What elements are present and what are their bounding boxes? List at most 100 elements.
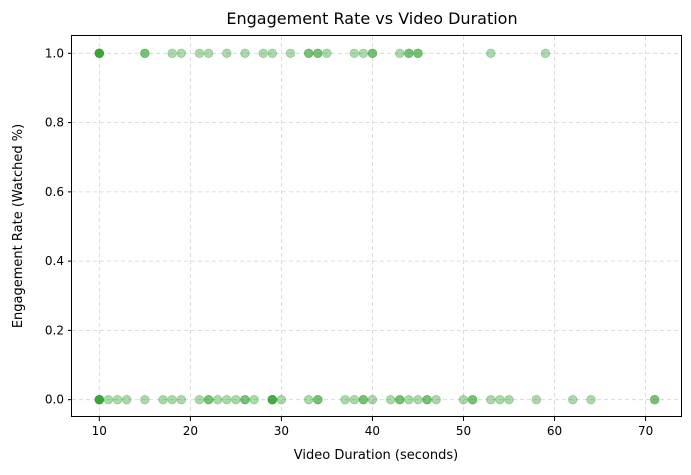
- data-point: [358, 48, 369, 59]
- data-point: [467, 394, 478, 405]
- data-point: [285, 48, 296, 59]
- data-point: [140, 48, 150, 59]
- data-point: [267, 394, 277, 405]
- data-point: [540, 48, 551, 59]
- data-point: [358, 394, 369, 405]
- data-point: [586, 394, 596, 405]
- data-point: [203, 48, 214, 59]
- data-point: [276, 394, 287, 405]
- data-point: [304, 48, 314, 59]
- x-axis-ticks: 10 20 30 40 50 60 70: [92, 417, 653, 438]
- y-tick-label: 0.6: [45, 185, 64, 199]
- data-point: [349, 48, 359, 59]
- data-point: [349, 394, 359, 405]
- data-point: [404, 48, 414, 59]
- data-point: [413, 48, 423, 59]
- data-point: [367, 394, 378, 405]
- data-point: [158, 394, 168, 405]
- data-point: [504, 394, 514, 405]
- data-point: [568, 394, 578, 405]
- x-tick-label: 10: [92, 424, 107, 438]
- y-tick-label: 0.0: [45, 393, 64, 407]
- data-point: [249, 394, 259, 405]
- data-point: [322, 48, 332, 59]
- y-tick-label: 0.8: [45, 116, 64, 130]
- data-point: [458, 394, 469, 405]
- data-point: [121, 394, 132, 405]
- data-point: [313, 394, 323, 405]
- data-point: [167, 48, 177, 59]
- data-point: [340, 394, 350, 405]
- data-point: [358, 394, 369, 405]
- data-point: [367, 48, 378, 59]
- y-axis-ticks: 0.0 0.2 0.4 0.6 0.8 1.0: [45, 46, 72, 407]
- data-point: [194, 48, 205, 59]
- data-point: [413, 394, 423, 405]
- x-tick-label: 60: [547, 424, 562, 438]
- data-point: [267, 48, 277, 59]
- data-point: [404, 394, 414, 405]
- data-point: [112, 394, 123, 405]
- data-point: [140, 394, 150, 405]
- data-point: [304, 48, 314, 59]
- data-point: [404, 48, 414, 59]
- data-point: [258, 48, 268, 59]
- x-axis-label: Video Duration (seconds): [294, 448, 458, 463]
- data-point: [367, 48, 378, 59]
- chart-title: Engagement Rate vs Video Duration: [226, 9, 517, 28]
- data-point: [531, 394, 542, 405]
- data-point: [267, 394, 277, 405]
- data-point: [94, 394, 105, 405]
- x-tick-label: 20: [183, 424, 198, 438]
- data-point: [222, 48, 232, 59]
- y-tick-label: 1.0: [45, 46, 64, 60]
- data-point: [267, 394, 277, 405]
- y-tick-label: 0.4: [45, 254, 64, 268]
- data-point: [395, 394, 405, 405]
- data-point: [94, 394, 105, 405]
- plot-frame: [71, 35, 682, 417]
- data-point: [431, 394, 441, 405]
- data-point: [395, 394, 405, 405]
- data-point: [194, 394, 205, 405]
- x-tick-label: 50: [456, 424, 471, 438]
- data-point: [94, 48, 105, 59]
- data-point: [313, 48, 323, 59]
- data-point: [495, 394, 505, 405]
- data-point: [140, 48, 150, 59]
- data-point: [649, 394, 660, 405]
- data-point: [94, 394, 105, 405]
- data-point: [304, 394, 314, 405]
- data-point: [313, 48, 323, 59]
- data-point: [94, 394, 105, 405]
- grid-layer: [72, 36, 682, 417]
- data-point: [486, 394, 496, 405]
- data-point: [313, 394, 323, 405]
- data-point: [486, 48, 496, 59]
- data-point: [385, 394, 396, 405]
- data-point: [467, 394, 478, 405]
- data-point: [94, 48, 105, 59]
- data-point: [395, 48, 405, 59]
- y-axis-label: Engagement Rate (Watched %): [11, 124, 26, 328]
- data-point: [103, 394, 114, 405]
- data-point: [422, 394, 432, 405]
- x-tick-label: 70: [638, 424, 653, 438]
- data-points-layer: [94, 48, 660, 405]
- data-point: [203, 394, 214, 405]
- data-point: [94, 48, 105, 59]
- data-point: [422, 394, 432, 405]
- data-point: [94, 48, 105, 59]
- y-tick-label: 0.2: [45, 323, 64, 337]
- data-point: [267, 394, 277, 405]
- data-point: [167, 394, 177, 405]
- data-point: [94, 48, 105, 59]
- data-point: [240, 48, 250, 59]
- data-point: [649, 394, 660, 405]
- data-point: [176, 394, 186, 405]
- x-tick-label: 40: [365, 424, 380, 438]
- data-point: [94, 394, 105, 405]
- data-point: [413, 48, 423, 59]
